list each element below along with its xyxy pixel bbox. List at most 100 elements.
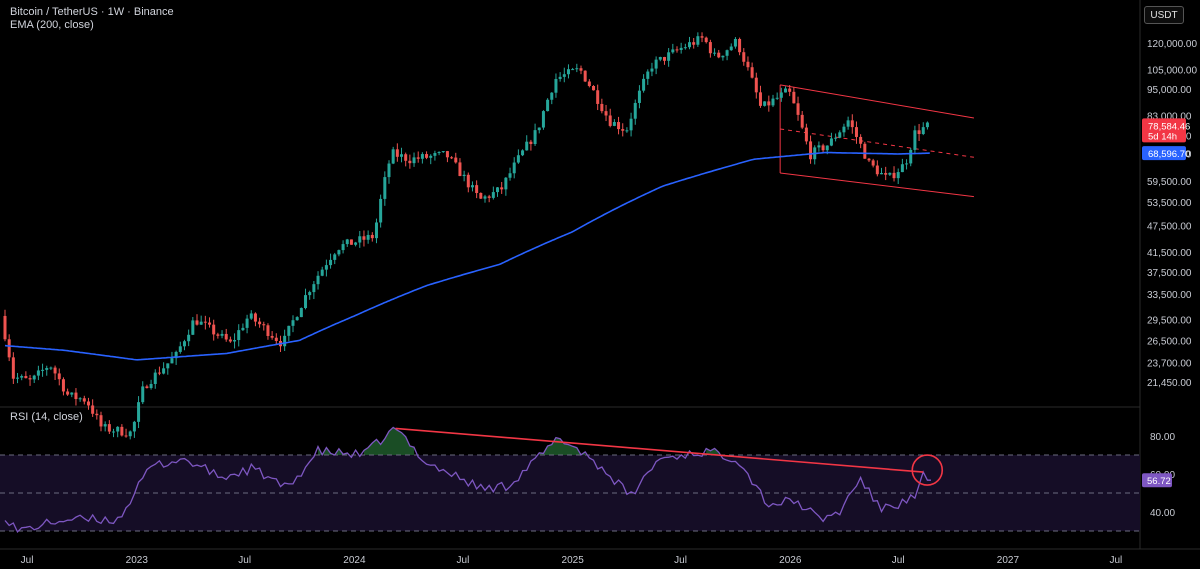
candle-body (433, 153, 437, 156)
candle-body (391, 149, 395, 164)
candle-body (683, 47, 687, 49)
candle-body (763, 101, 767, 106)
candle-body (633, 102, 637, 119)
price-channel (779, 84, 975, 198)
currency-unit-button[interactable]: USDT (1144, 6, 1184, 24)
candle-body (900, 164, 904, 173)
candle-body (658, 57, 662, 60)
candle-body (245, 318, 249, 328)
candle-body (337, 250, 341, 255)
candle-body (525, 141, 529, 151)
candle-body (871, 160, 875, 166)
candle-body (82, 398, 86, 402)
candle-body (646, 71, 650, 79)
candle-body (308, 292, 312, 296)
candle-body (132, 421, 136, 432)
candle-body (537, 127, 541, 131)
candle-body (579, 68, 583, 71)
candle-body (49, 367, 53, 369)
candle-body (558, 76, 562, 79)
candle-body (362, 236, 366, 240)
candle-body (892, 172, 896, 179)
candle-body (3, 315, 7, 340)
candle-body (249, 313, 253, 319)
price-tick-label: 105,000.00 (1147, 65, 1197, 76)
candle-body (199, 321, 203, 325)
candle-body (846, 120, 850, 127)
rsi-tick-label: 80.00 (1150, 432, 1175, 443)
candle-body (500, 187, 504, 190)
candle-body (258, 321, 262, 325)
candle-body (137, 402, 141, 422)
candle-body (617, 122, 621, 130)
candle-body (429, 155, 433, 158)
candle-body (400, 154, 404, 157)
candle-body (508, 173, 512, 178)
candle-body (120, 426, 124, 436)
candle-body (775, 97, 779, 99)
candle-body (491, 192, 495, 198)
candle-body (821, 145, 825, 151)
candle-body (679, 47, 683, 51)
candle-body (809, 141, 813, 160)
candle-body (842, 126, 846, 133)
candle-body (157, 372, 161, 374)
candle-body (358, 236, 362, 243)
time-tick-label: 2025 (562, 555, 585, 566)
candle-body (262, 324, 266, 326)
candle-body (312, 284, 316, 293)
candle-body (395, 149, 399, 157)
candle-body (128, 431, 132, 437)
candle-body (241, 327, 245, 331)
candle-body (228, 339, 232, 342)
candle-body (291, 320, 295, 326)
candle-body (784, 88, 788, 93)
candle-body (479, 193, 483, 199)
candle-body (91, 405, 95, 414)
candle-body (692, 42, 696, 45)
candle-body (425, 154, 429, 158)
ema-legend[interactable]: EMA (200, close) (10, 19, 94, 31)
candle-body (642, 78, 646, 91)
candle-body (320, 269, 324, 276)
candle-body (45, 368, 49, 370)
candle-body (541, 111, 545, 128)
candle-body (612, 122, 616, 126)
rsi-tick-label: 40.00 (1150, 508, 1175, 519)
price-tick-label: 23,700.00 (1147, 358, 1192, 369)
candle-body (216, 334, 220, 336)
candle-body (729, 46, 733, 51)
candle-body (454, 157, 458, 163)
candle-body (99, 415, 103, 427)
candle-body (333, 254, 337, 260)
candle-body (304, 295, 308, 309)
candle-body (324, 265, 328, 270)
candle-body (742, 52, 746, 62)
time-tick-label: Jul (238, 555, 251, 566)
candle-body (187, 334, 191, 342)
rsi-overbought-area (539, 437, 586, 455)
candle-body (116, 426, 120, 432)
candle-body (575, 68, 579, 70)
ema-value-text: 68,596.70 (1148, 149, 1190, 160)
candle-body (195, 320, 199, 325)
symbol-legend[interactable]: Bitcoin / TetherUS · 1W · Binance (10, 6, 174, 18)
candle-body (66, 391, 70, 395)
candle-body (600, 103, 604, 112)
time-tick-label: Jul (674, 555, 687, 566)
price-tick-label: 21,450.00 (1147, 378, 1192, 389)
rsi-legend[interactable]: RSI (14, close) (10, 411, 83, 423)
candle-body (7, 339, 11, 358)
candle-body (779, 92, 783, 98)
candle-body (516, 155, 520, 163)
candle-body (700, 36, 704, 38)
countdown-text: 5d 14h (1148, 131, 1177, 142)
candle-body (450, 157, 454, 159)
candle-body (416, 157, 420, 159)
candle-body (487, 196, 491, 198)
candle-body (466, 174, 470, 188)
ema-line (4, 151, 930, 361)
candle-body (174, 351, 178, 359)
candle-body (925, 122, 929, 128)
